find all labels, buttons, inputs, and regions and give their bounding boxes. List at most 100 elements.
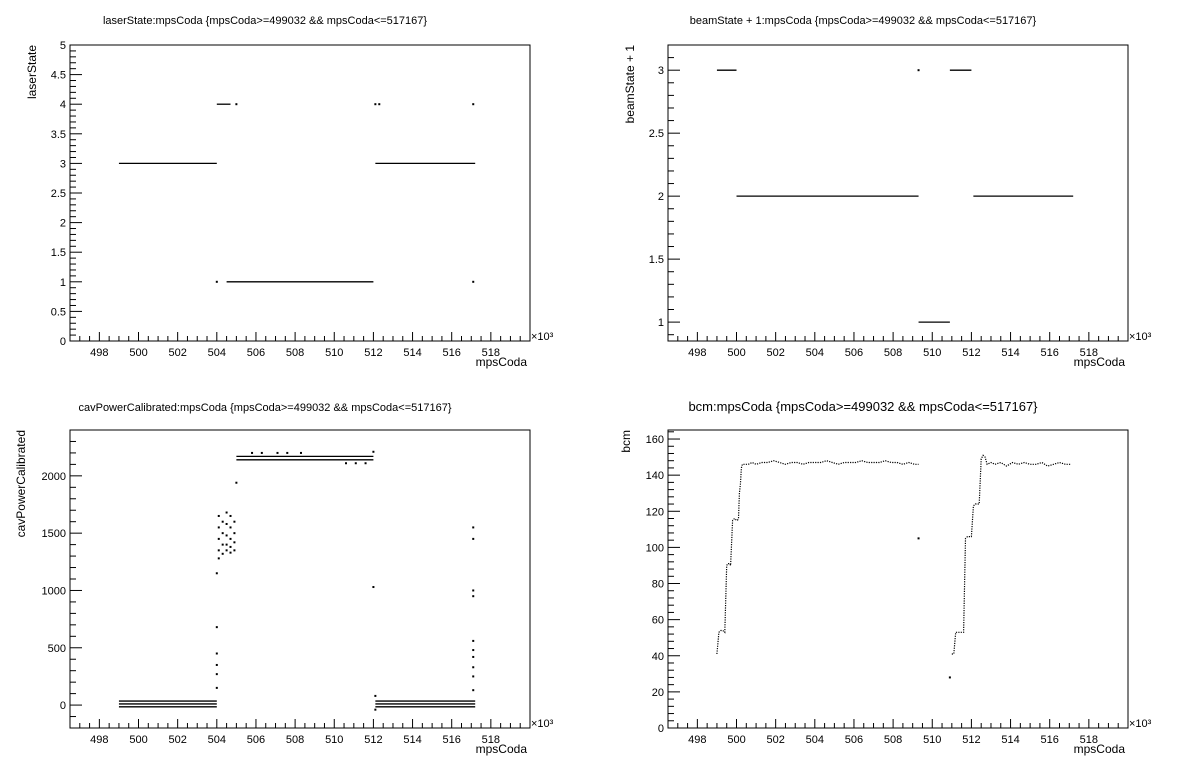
data-point xyxy=(229,545,232,548)
x-tick-label: 508 xyxy=(286,347,304,359)
x-tick-label: 516 xyxy=(443,734,461,746)
data-point xyxy=(345,462,347,465)
chart-panel-2: beamState + 1:mpsCoda {mpsCoda>=499032 &… xyxy=(623,15,1152,369)
x-axis-label: mpsCoda xyxy=(476,355,528,369)
data-point xyxy=(260,451,263,454)
data-point xyxy=(472,537,475,540)
y-tick-label: 0 xyxy=(60,336,66,348)
data-point xyxy=(472,589,475,592)
y-tick-label: 1 xyxy=(658,317,664,329)
data-point xyxy=(299,451,302,454)
x-axis-exponent: ×10³ xyxy=(1129,718,1152,730)
x-tick-label: 498 xyxy=(90,347,108,359)
y-tick-label: 20 xyxy=(652,687,664,699)
y-tick-label: 3.5 xyxy=(51,129,66,141)
data-point xyxy=(354,462,357,465)
y-tick-label: 0 xyxy=(60,700,66,712)
data-point xyxy=(251,451,254,454)
x-axis-label: mpsCoda xyxy=(1074,742,1126,756)
data-point xyxy=(472,675,475,678)
x-tick-label: 516 xyxy=(443,347,461,359)
x-axis-label: mpsCoda xyxy=(476,742,528,756)
data-point xyxy=(215,280,218,283)
y-tick-label: 0 xyxy=(658,723,664,735)
x-tick-label: 508 xyxy=(884,347,902,359)
x-tick-label: 506 xyxy=(845,347,863,359)
x-tick-label: 498 xyxy=(688,734,706,746)
data-point xyxy=(233,520,236,523)
y-tick-label: 60 xyxy=(652,615,664,627)
data-point xyxy=(472,103,475,106)
data-point xyxy=(372,450,375,453)
data-point xyxy=(917,537,920,540)
y-tick-label: 2.5 xyxy=(51,188,66,200)
y-tick-label: 2.5 xyxy=(649,128,664,140)
x-tick-label: 508 xyxy=(884,734,902,746)
data-point xyxy=(217,514,220,517)
x-tick-label: 498 xyxy=(90,734,108,746)
x-tick-label: 514 xyxy=(1001,347,1019,359)
data-point xyxy=(472,649,475,652)
data-point xyxy=(217,526,220,529)
y-tick-label: 1.5 xyxy=(649,254,664,266)
x-tick-label: 518 xyxy=(1080,347,1098,359)
x-tick-label: 514 xyxy=(403,347,421,359)
data-point xyxy=(215,572,218,575)
data-point xyxy=(233,541,236,544)
x-tick-label: 506 xyxy=(845,734,863,746)
data-point xyxy=(215,673,218,676)
plot-frame xyxy=(667,429,1129,729)
x-tick-label: 508 xyxy=(286,734,304,746)
y-tick-label: 3 xyxy=(60,158,66,170)
data-point xyxy=(374,708,377,711)
data-point xyxy=(221,543,224,546)
chart-panel-4: bcm:mpsCoda {mpsCoda>=499032 && mpsCoda<… xyxy=(619,399,1152,756)
data-point xyxy=(225,549,228,552)
chart-title: laserState:mpsCoda {mpsCoda>=499032 && m… xyxy=(103,15,427,27)
data-point xyxy=(235,481,238,484)
x-axis-exponent: ×10³ xyxy=(531,331,554,343)
x-tick-label: 506 xyxy=(247,734,265,746)
data-point xyxy=(374,103,377,106)
data-point xyxy=(225,534,228,537)
y-axis-label: bcm xyxy=(619,430,633,453)
data-point xyxy=(472,526,475,529)
x-tick-label: 516 xyxy=(1041,347,1059,359)
data-point xyxy=(472,655,475,658)
plot-frame xyxy=(667,44,1129,342)
data-point xyxy=(472,666,475,669)
y-tick-label: 2000 xyxy=(42,471,66,483)
data-point xyxy=(229,514,232,517)
y-axis-label: laserState xyxy=(25,45,39,99)
data-point xyxy=(233,549,236,552)
data-point xyxy=(217,549,220,552)
data-point xyxy=(215,652,218,655)
x-tick-label: 500 xyxy=(129,347,147,359)
data-point xyxy=(472,689,475,692)
x-tick-label: 518 xyxy=(482,734,500,746)
x-tick-label: 510 xyxy=(325,734,343,746)
y-tick-label: 1.5 xyxy=(51,247,66,259)
x-tick-label: 502 xyxy=(766,347,784,359)
x-axis-exponent: ×10³ xyxy=(1129,331,1152,343)
y-tick-label: 140 xyxy=(646,470,664,482)
x-tick-label: 506 xyxy=(247,347,265,359)
data-point xyxy=(233,532,236,535)
x-axis-exponent: ×10³ xyxy=(531,718,554,730)
y-tick-label: 3 xyxy=(658,65,664,77)
x-tick-label: 512 xyxy=(962,734,980,746)
data-point xyxy=(235,103,238,106)
y-axis-label: beamState + 1 xyxy=(623,45,637,124)
y-tick-label: 1 xyxy=(60,277,66,289)
x-tick-label: 504 xyxy=(208,347,226,359)
data-point xyxy=(225,511,228,514)
x-tick-label: 510 xyxy=(923,347,941,359)
data-point xyxy=(374,694,377,697)
x-tick-label: 514 xyxy=(1001,734,1019,746)
y-axis-label: cavPowerCalibrated xyxy=(14,430,28,537)
data-point xyxy=(948,676,951,679)
data-point xyxy=(472,595,475,598)
data-point xyxy=(472,639,475,642)
